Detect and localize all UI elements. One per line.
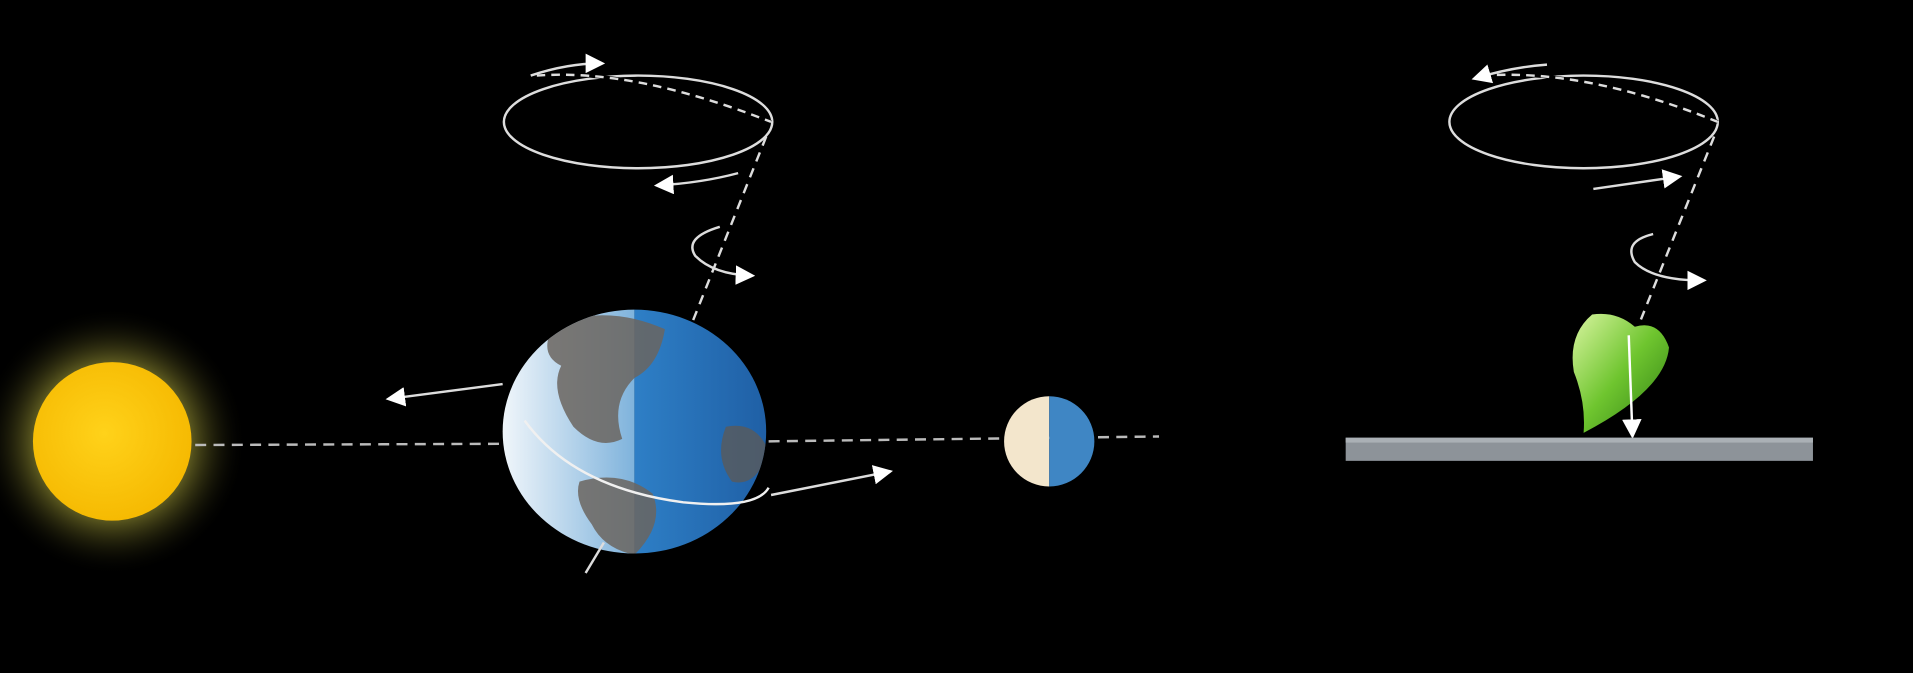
ellipse-back (536, 73, 772, 124)
equator (523, 419, 770, 506)
earth-axis-bottom (584, 541, 605, 574)
spinning-top (1572, 313, 1669, 433)
table-edge (1345, 437, 1813, 443)
spin-arrow (1630, 232, 1707, 291)
table-surface (1345, 437, 1813, 461)
precession-arrow (1471, 63, 1548, 84)
continent (577, 477, 657, 554)
precession-arrow (653, 171, 739, 195)
precession-arrow (1593, 169, 1683, 191)
force-arrow (770, 465, 893, 497)
continent (547, 315, 665, 443)
earth-moon-line (768, 435, 1160, 443)
force-arrow (385, 382, 503, 407)
precession-ellipse (502, 74, 774, 170)
ellipse-back (1482, 73, 1719, 124)
sun (32, 362, 192, 521)
spin-arrow (691, 225, 756, 285)
continent (721, 425, 767, 483)
sun-earth-line (195, 442, 503, 447)
precession-arrow (530, 53, 606, 77)
gravity-arrow (1622, 335, 1642, 439)
